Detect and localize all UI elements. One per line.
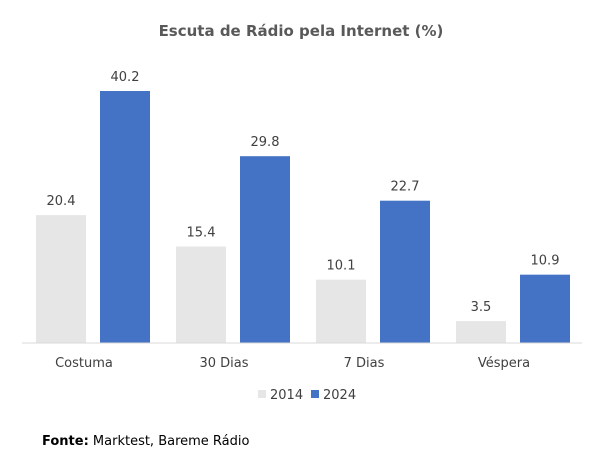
bar-30-dias-2014 <box>176 246 226 343</box>
bar-vespera-2014 <box>456 321 506 343</box>
category-label-30-dias: 30 Dias <box>199 356 248 371</box>
category-labels: Costuma 30 Dias 7 Dias Véspera <box>55 356 530 371</box>
category-label-costuma: Costuma <box>55 356 113 371</box>
bar-vespera-2024 <box>520 274 570 343</box>
chart-title: Escuta de Rádio pela Internet (%) <box>159 22 444 40</box>
data-label-7-dias-2024: 22.7 <box>391 180 420 195</box>
bars-layer: 20.4 40.2 15.4 29.8 10.1 22.7 3.5 10.9 <box>36 70 570 343</box>
source-label: Fonte: <box>42 434 89 449</box>
legend: 2014 2024 <box>258 388 356 403</box>
data-label-7-dias-2014: 10.1 <box>327 259 356 274</box>
data-label-vespera-2014: 3.5 <box>471 300 492 315</box>
bar-7-dias-2024 <box>380 200 430 343</box>
category-label-vespera: Véspera <box>478 356 530 371</box>
data-label-costuma-2024: 40.2 <box>111 70 140 85</box>
bar-30-dias-2024 <box>240 156 290 343</box>
data-label-30-dias-2014: 15.4 <box>187 225 216 240</box>
category-label-7-dias: 7 Dias <box>344 356 385 371</box>
source-text: Marktest, Bareme Rádio <box>88 434 250 449</box>
bar-7-dias-2014 <box>316 279 366 343</box>
data-label-costuma-2014: 20.4 <box>47 194 76 209</box>
data-label-vespera-2024: 10.9 <box>531 254 560 269</box>
bar-costuma-2024 <box>100 91 150 343</box>
source-note: Fonte: Marktest, Bareme Rádio <box>42 434 249 449</box>
legend-swatch-2024 <box>311 390 319 398</box>
legend-swatch-2014 <box>258 390 266 398</box>
legend-label-2014: 2014 <box>270 388 303 403</box>
legend-label-2024: 2024 <box>323 388 356 403</box>
bar-costuma-2014 <box>36 215 86 343</box>
data-label-30-dias-2024: 29.8 <box>251 135 280 150</box>
